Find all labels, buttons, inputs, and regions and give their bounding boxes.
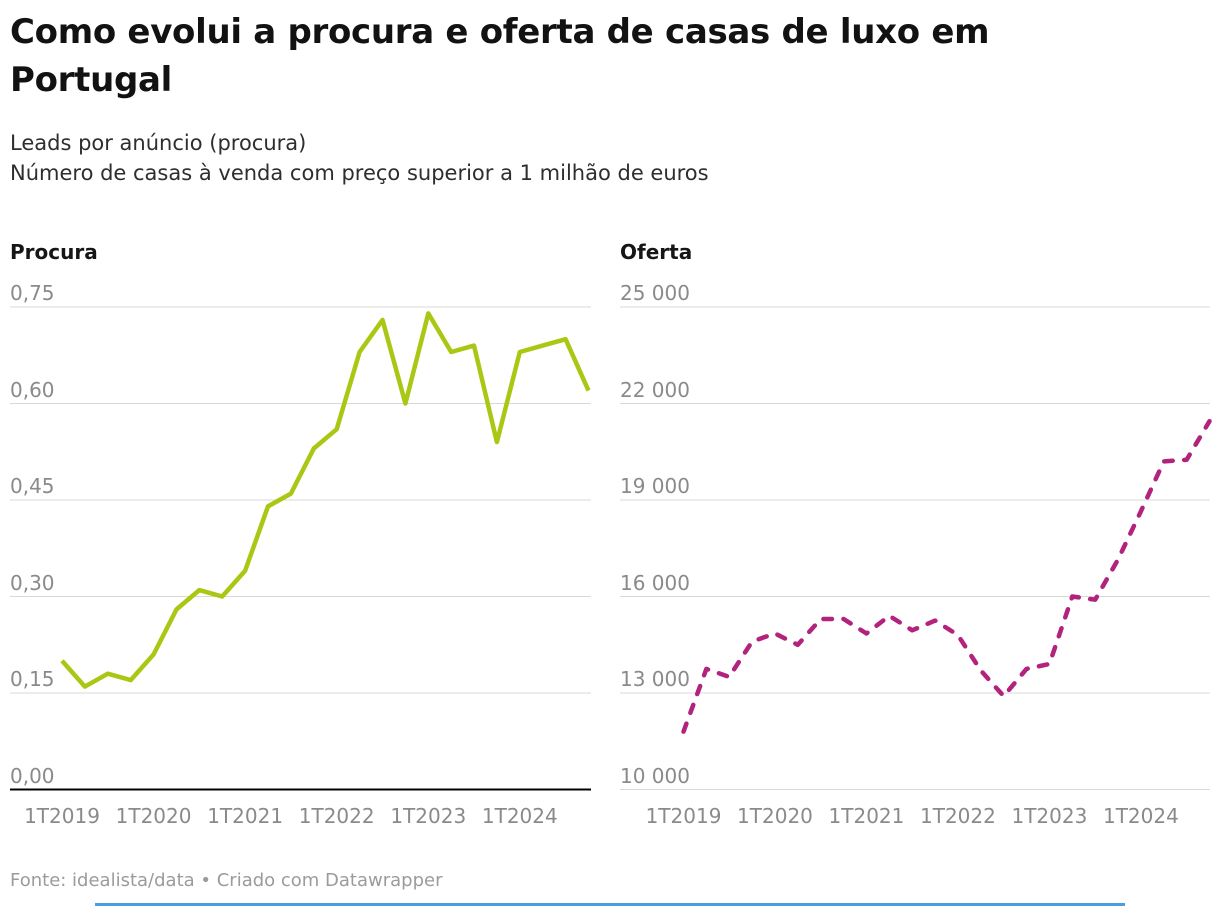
y-axis-tick-label: 0,60 (10, 377, 55, 402)
subtitle-line-2: Número de casas à venda com preço superi… (10, 161, 709, 185)
y-axis-tick-label: 0,00 (10, 763, 55, 788)
y-axis-tick-label: 25 000 (620, 281, 690, 305)
bottom-blue-strip (95, 903, 1125, 906)
x-axis-tick-label: 1T2019 (645, 804, 722, 828)
x-axis-tick-label: 1T2023 (390, 804, 467, 828)
x-axis-tick-label: 1T2021 (828, 804, 905, 828)
source-attribution: Fonte: idealista/data • Criado com Dataw… (10, 870, 443, 891)
y-axis-tick-label: 0,45 (10, 474, 55, 498)
x-axis-tick-label: 1T2022 (298, 804, 375, 828)
y-axis-tick-label: 16 000 (620, 570, 690, 595)
x-axis-tick-label: 1T2022 (920, 804, 996, 828)
chart-subtitle: Leads por anúncio (procura) Número de ca… (10, 128, 1110, 188)
y-axis-tick-label: 10 000 (620, 763, 690, 788)
y-axis-tick-label: 0,75 (10, 281, 55, 305)
y-axis-tick-label: 19 000 (620, 474, 690, 498)
x-axis-tick-label: 1T2023 (1011, 804, 1088, 828)
x-axis-tick-label: 1T2020 (737, 804, 813, 828)
oferta-line (681, 418, 1212, 734)
x-axis-tick-label: 1T2020 (115, 804, 192, 828)
chart-header-procura: Procura (10, 240, 98, 264)
subtitle-line-1: Leads por anúncio (procura) (10, 131, 307, 155)
y-axis-tick-label: 0,15 (10, 667, 55, 691)
x-axis-tick-label: 1T2024 (1102, 804, 1179, 828)
x-axis-tick-label: 1T2021 (207, 804, 284, 828)
page-title: Como evolui a procura e oferta de casas … (10, 12, 990, 100)
x-axis-tick-label: 1T2019 (24, 804, 100, 828)
x-axis-tick-label: 1T2024 (481, 804, 558, 828)
y-axis-tick-label: 22 000 (620, 377, 690, 402)
chart-header-oferta: Oferta (620, 240, 693, 264)
y-axis-tick-label: 0,30 (10, 570, 55, 595)
y-axis-tick-label: 13 000 (620, 667, 690, 691)
procura-line (60, 311, 591, 689)
